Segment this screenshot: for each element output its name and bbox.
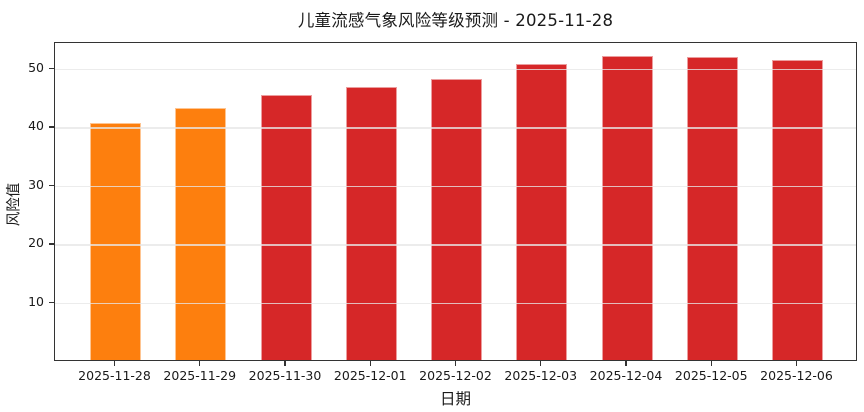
y-tick-label: 50	[28, 59, 44, 75]
y-tick-mark	[49, 184, 54, 187]
x-tick-label: 2025-11-30	[248, 368, 322, 383]
y-tick-label: 30	[28, 176, 44, 192]
y-axis-label: 风险值	[6, 182, 23, 227]
y-tick-mark	[49, 301, 54, 304]
chart-title: 儿童流感气象风险等级预测 - 2025-11-28	[297, 11, 614, 30]
x-tick-label: 2025-11-28	[78, 368, 151, 383]
x-tick-mark	[540, 361, 542, 366]
x-tick-mark	[454, 361, 457, 366]
bar-2025-11-30	[260, 95, 312, 360]
bar-2025-11-29	[175, 108, 227, 360]
x-tick-mark	[199, 361, 201, 366]
plot-area	[54, 42, 857, 361]
bar-2025-12-04	[601, 55, 653, 360]
y-tick-mark	[49, 67, 54, 69]
bars-layer	[55, 43, 856, 360]
y-tick-label: 10	[28, 294, 44, 309]
x-tick-label: 2025-12-03	[504, 368, 578, 383]
y-tick-mark	[49, 243, 54, 245]
x-tick-mark	[795, 361, 798, 366]
bar-2025-11-28	[90, 122, 141, 360]
y-tick-mark	[49, 126, 54, 128]
x-tick-mark	[284, 361, 286, 366]
x-tick-label: 2025-12-01	[333, 368, 407, 383]
x-tick-label: 2025-11-29	[163, 368, 237, 383]
bar-2025-12-03	[516, 64, 568, 360]
x-tick-label: 2025-12-04	[589, 368, 663, 383]
bar-2025-12-01	[345, 86, 397, 360]
y-tick-label: 40	[28, 118, 44, 134]
x-tick-mark	[625, 361, 627, 366]
x-tick-label: 2025-12-05	[674, 368, 748, 383]
x-tick-mark	[113, 361, 116, 366]
x-tick-mark	[369, 361, 371, 366]
x-axis-label: 日期	[439, 390, 471, 408]
bar-2025-12-02	[431, 79, 482, 360]
y-tick-label: 20	[28, 235, 44, 251]
bar-2025-12-06	[772, 60, 823, 360]
x-tick-label: 2025-12-02	[419, 368, 492, 383]
bar-2025-12-05	[686, 57, 738, 360]
x-tick-mark	[710, 361, 712, 366]
x-tick-label: 2025-12-06	[760, 368, 833, 383]
